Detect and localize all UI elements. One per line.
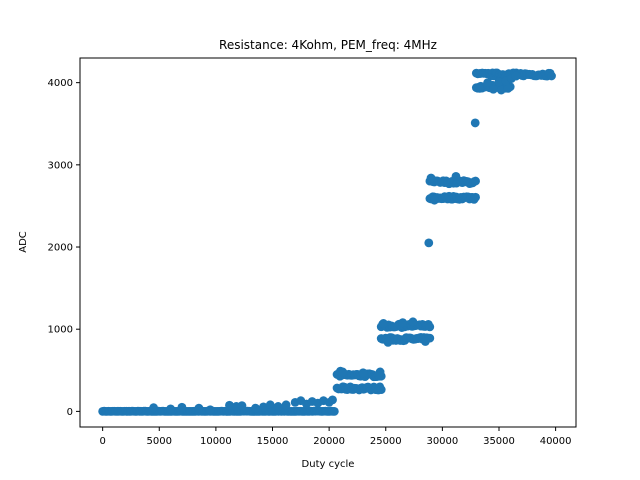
data-point — [237, 401, 247, 411]
data-point — [470, 118, 480, 128]
x-tick-label: 0 — [99, 436, 105, 447]
data-point — [496, 85, 506, 95]
data-point — [488, 84, 498, 94]
data-point — [451, 171, 461, 181]
x-tick-label: 35000 — [483, 436, 515, 447]
data-point — [379, 319, 388, 328]
x-tick-label: 30000 — [426, 436, 458, 447]
y-tick-label: 4000 — [48, 78, 73, 89]
x-tick-label: 15000 — [257, 436, 289, 447]
y-axis-ticks: 0 1000 2000 3000 4000 — [48, 78, 80, 418]
chart-title: Resistance: 4Kohm, PEM_freq: 4MHz — [219, 38, 437, 52]
data-point — [426, 173, 436, 183]
data-point — [483, 78, 493, 88]
plot-frame — [79, 57, 577, 428]
x-tick-label: 5000 — [147, 436, 172, 447]
data-point — [358, 368, 368, 378]
data-point — [225, 400, 234, 410]
data-point — [166, 404, 175, 414]
data-point — [375, 367, 385, 377]
data-point — [547, 71, 556, 81]
x-tick-label: 10000 — [200, 436, 232, 447]
data-point — [376, 385, 386, 394]
y-tick-label: 0 — [67, 407, 73, 418]
data-points — [98, 68, 556, 416]
x-tick-label: 40000 — [540, 436, 572, 447]
data-point — [469, 194, 479, 204]
data-point — [425, 322, 435, 332]
y-tick-label: 1000 — [48, 325, 73, 336]
data-point — [194, 403, 204, 413]
data-point — [424, 238, 434, 248]
y-axis-label: ADC — [18, 231, 29, 253]
data-point — [430, 195, 439, 205]
data-point — [471, 176, 480, 186]
x-axis-label: Duty cycle — [302, 459, 355, 470]
x-tick-label: 20000 — [313, 436, 345, 447]
data-point — [329, 406, 339, 416]
data-point — [475, 84, 485, 93]
y-tick-label: 3000 — [48, 160, 73, 171]
data-point — [273, 402, 283, 411]
data-point — [251, 403, 260, 413]
x-axis-ticks: 0 5000 10000 15000 20000 25000 30000 35000 40000 — [99, 427, 572, 447]
data-point — [328, 395, 337, 405]
data-point — [149, 403, 159, 413]
data-point — [177, 402, 187, 412]
data-point — [281, 400, 291, 410]
data-point — [338, 367, 348, 377]
data-point — [494, 77, 504, 87]
data-point — [420, 337, 430, 346]
data-point — [259, 402, 268, 412]
data-point — [398, 318, 408, 328]
data-point — [408, 317, 418, 327]
x-tick-label: 25000 — [370, 436, 402, 447]
y-tick-label: 2000 — [48, 243, 73, 254]
data-point — [511, 71, 521, 81]
data-point — [383, 337, 393, 347]
data-point — [503, 84, 513, 93]
data-point — [205, 405, 215, 415]
